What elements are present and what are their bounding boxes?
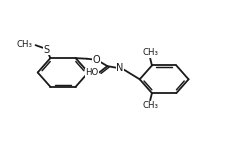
Text: N: N xyxy=(116,63,124,73)
Text: O: O xyxy=(92,55,100,65)
Text: HO: HO xyxy=(85,69,99,78)
Text: CH₃: CH₃ xyxy=(17,40,33,49)
Text: S: S xyxy=(44,45,50,55)
Text: CH₃: CH₃ xyxy=(142,101,158,110)
Text: CH₃: CH₃ xyxy=(142,48,158,57)
